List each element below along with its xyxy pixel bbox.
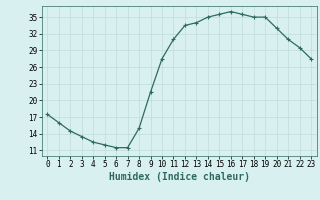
X-axis label: Humidex (Indice chaleur): Humidex (Indice chaleur) <box>109 172 250 182</box>
